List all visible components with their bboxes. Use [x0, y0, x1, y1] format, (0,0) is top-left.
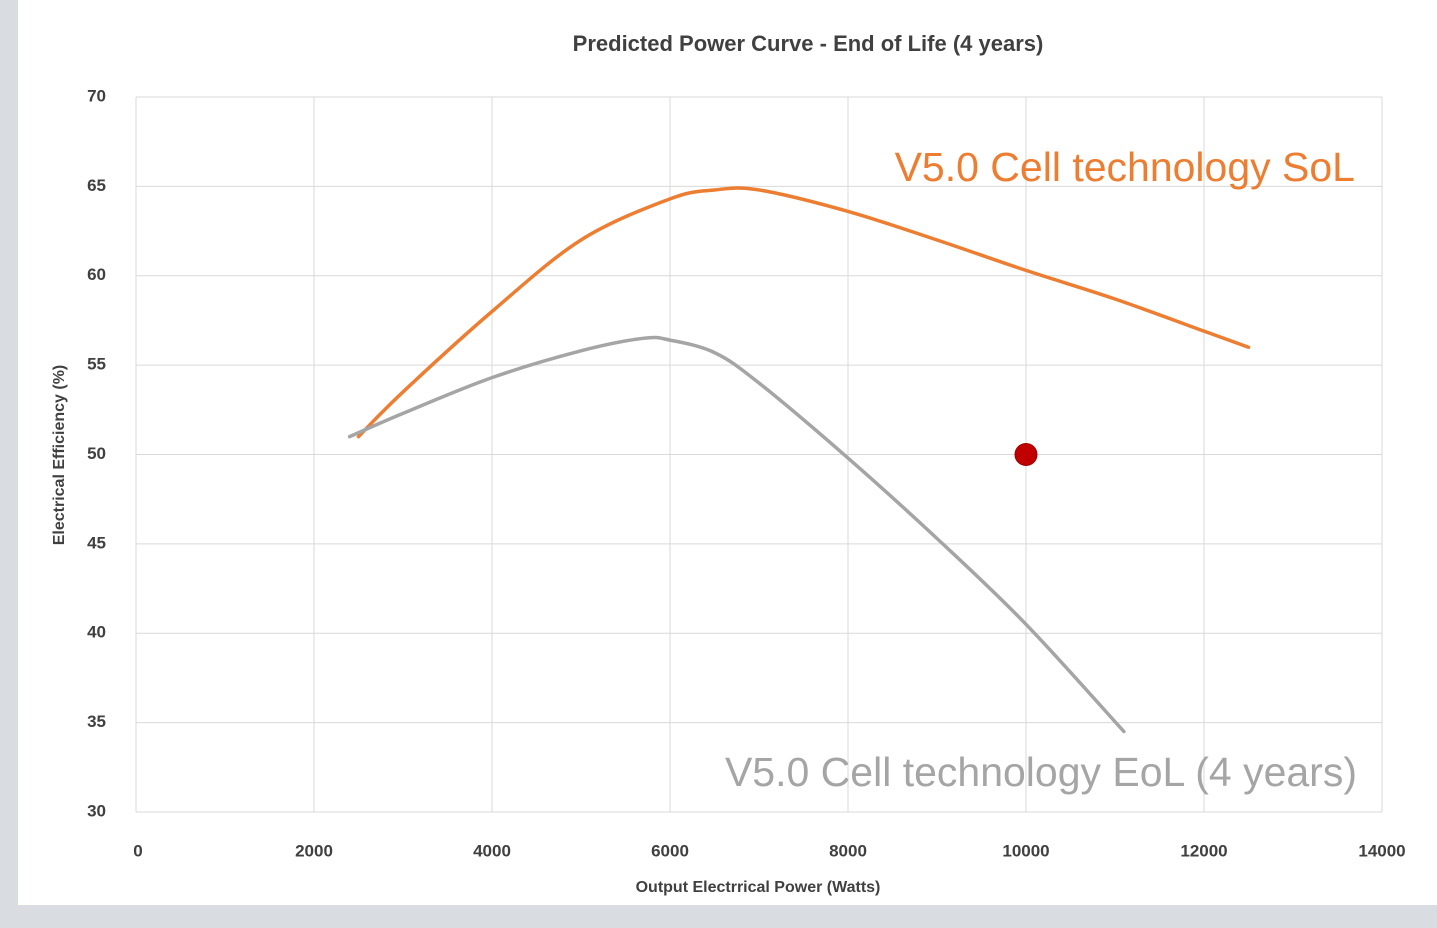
x-tick-label: 2000 [295, 841, 333, 860]
y-tick-label: 35 [87, 712, 106, 731]
marker-point [1014, 443, 1038, 466]
y-tick-label: 70 [87, 86, 106, 105]
x-tick-label: 0 [133, 841, 142, 860]
line [347, 335, 1126, 734]
y-axis-label: Electrical Efficiency (%) [51, 365, 68, 546]
y-tick-label: 30 [87, 801, 106, 820]
x-axis-label: Output Electrrical Power (Watts) [636, 879, 881, 896]
line [356, 186, 1251, 439]
series-label: V5.0 Cell technology EoL (4 years) [725, 749, 1357, 795]
y-tick-label: 65 [87, 176, 106, 195]
y-tick-label: 55 [87, 355, 106, 374]
chart-area [18, 0, 1437, 905]
x-tick-label: 6000 [651, 841, 689, 860]
x-tick-label: 8000 [829, 841, 867, 860]
x-tick-label: 12000 [1180, 841, 1227, 860]
x-tick-label: 10000 [1002, 841, 1049, 860]
y-tick-label: 45 [87, 533, 106, 552]
x-tick-label: 14000 [1358, 841, 1405, 860]
y-tick-label: 50 [87, 444, 106, 463]
chart-title: Predicted Power Curve - End of Life (4 y… [573, 31, 1044, 56]
y-tick-label: 40 [87, 623, 106, 642]
y-tick-label: 60 [87, 265, 106, 284]
series-label: V5.0 Cell technology SoL [895, 144, 1355, 190]
x-tick-label: 4000 [473, 841, 511, 860]
